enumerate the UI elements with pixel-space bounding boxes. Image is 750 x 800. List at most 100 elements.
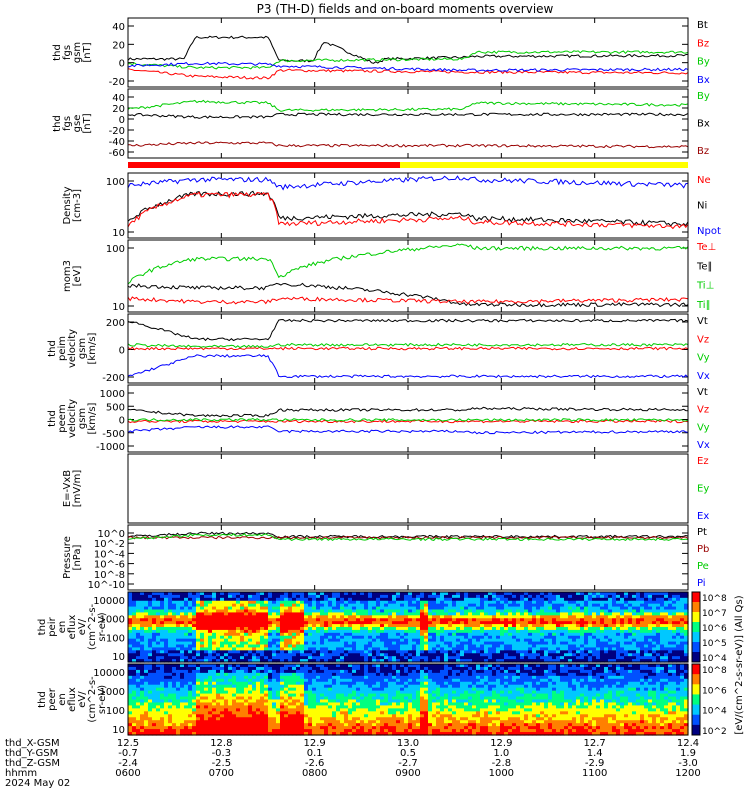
heatmap-cell bbox=[480, 618, 485, 622]
heatmap-cell bbox=[356, 612, 361, 616]
heatmap-cell bbox=[236, 653, 241, 657]
legend-label: Pi bbox=[697, 578, 706, 589]
heatmap-cell bbox=[280, 705, 285, 709]
heatmap-cell bbox=[136, 653, 141, 657]
heatmap-cell bbox=[252, 609, 257, 614]
heatmap-cell bbox=[324, 699, 329, 704]
heatmap-cell bbox=[304, 702, 309, 707]
heatmap-cell bbox=[256, 696, 261, 701]
heatmap-cell bbox=[648, 638, 653, 643]
heatmap-cell bbox=[612, 621, 617, 625]
heatmap-cell bbox=[192, 723, 197, 727]
heatmap-cell bbox=[376, 597, 381, 602]
heatmap-cell bbox=[660, 606, 665, 611]
heatmap-cell bbox=[464, 629, 469, 634]
heatmap-cell bbox=[268, 678, 273, 683]
heatmap-cell bbox=[144, 732, 149, 736]
heatmap-cell bbox=[268, 705, 273, 709]
heatmap-cell bbox=[164, 678, 169, 683]
heatmap-cell bbox=[560, 624, 565, 628]
heatmap-cell bbox=[156, 592, 161, 596]
heatmap-cell bbox=[516, 644, 521, 649]
heatmap-cell bbox=[356, 627, 361, 631]
heatmap-cell bbox=[308, 687, 313, 692]
heatmap-cell bbox=[144, 723, 149, 727]
heatmap-cell bbox=[372, 603, 377, 608]
heatmap-cell bbox=[272, 647, 277, 651]
heatmap-cell bbox=[416, 653, 421, 657]
heatmap-cell bbox=[204, 696, 209, 701]
heatmap-cell bbox=[332, 669, 337, 674]
heatmap-cell bbox=[368, 618, 373, 622]
heatmap-cell bbox=[276, 672, 281, 677]
heatmap-cell bbox=[212, 653, 217, 657]
heatmap-cell bbox=[292, 638, 297, 643]
heatmap-cell bbox=[488, 612, 493, 616]
heatmap-cell bbox=[388, 621, 393, 625]
heatmap-cell bbox=[208, 659, 213, 663]
heatmap-cell bbox=[548, 592, 553, 596]
heatmap-cell bbox=[292, 672, 297, 677]
heatmap-cell bbox=[636, 615, 641, 619]
y-tick-label: -40 bbox=[109, 137, 125, 148]
heatmap-cell bbox=[536, 609, 541, 614]
heatmap-cell bbox=[364, 644, 369, 649]
heatmap-cell bbox=[532, 624, 537, 628]
heatmap-cell bbox=[508, 635, 513, 640]
heatmap-cell bbox=[236, 711, 241, 715]
heatmap-cell bbox=[584, 653, 589, 657]
heatmap-cell bbox=[136, 669, 141, 674]
heatmap-cell bbox=[448, 647, 453, 651]
heatmap-cell bbox=[536, 618, 541, 622]
heatmap-cell bbox=[516, 594, 521, 599]
heatmap-cell bbox=[572, 624, 577, 628]
heatmap-cell bbox=[680, 609, 685, 614]
heatmap-cell bbox=[664, 659, 669, 663]
heatmap-cell bbox=[296, 705, 301, 709]
heatmap-cell bbox=[136, 666, 141, 671]
heatmap-cell bbox=[396, 609, 401, 614]
heatmap-cell bbox=[244, 632, 249, 637]
heatmap-cell bbox=[156, 632, 161, 637]
heatmap-cell bbox=[304, 708, 309, 712]
heatmap-cell bbox=[492, 638, 497, 643]
heatmap-cell bbox=[284, 641, 289, 646]
heatmap-cell bbox=[452, 612, 457, 616]
heatmap-cell bbox=[136, 672, 141, 677]
heatmap-cell bbox=[192, 726, 197, 730]
heatmap-cell bbox=[444, 627, 449, 631]
heatmap-cell bbox=[244, 708, 249, 712]
heatmap-cell bbox=[336, 690, 341, 695]
panel-frame bbox=[127, 172, 689, 239]
heatmap-cell bbox=[428, 647, 433, 651]
heatmap-cell bbox=[312, 624, 317, 628]
heatmap-cell bbox=[400, 609, 405, 614]
heatmap-cell bbox=[164, 669, 169, 674]
heatmap-cell bbox=[456, 618, 461, 622]
heatmap-cell bbox=[268, 717, 273, 721]
heatmap-cell bbox=[328, 656, 333, 660]
heatmap-cell bbox=[160, 606, 165, 611]
heatmap-cell bbox=[376, 606, 381, 611]
heatmap-cell bbox=[284, 606, 289, 611]
heatmap-cell bbox=[156, 609, 161, 614]
heatmap-cell bbox=[156, 641, 161, 646]
heatmap-cell bbox=[204, 644, 209, 649]
heatmap-cell bbox=[336, 664, 341, 668]
heatmap-cell bbox=[312, 656, 317, 660]
heatmap-cell bbox=[160, 732, 165, 736]
heatmap-cell bbox=[352, 653, 357, 657]
heatmap-cell bbox=[288, 696, 293, 701]
heatmap-cell bbox=[136, 609, 141, 614]
heatmap-cell bbox=[344, 627, 349, 631]
heatmap-cell bbox=[136, 717, 141, 721]
heatmap-cell bbox=[500, 656, 505, 660]
heatmap-cell bbox=[292, 717, 297, 721]
heatmap-cell bbox=[196, 627, 201, 631]
heatmap-cell bbox=[216, 594, 221, 599]
heatmap-cell bbox=[208, 696, 213, 701]
heatmap-cell bbox=[256, 621, 261, 625]
heatmap-cell bbox=[156, 681, 161, 686]
heatmap-cell bbox=[624, 650, 629, 654]
y-tick-label: -20 bbox=[109, 77, 125, 88]
